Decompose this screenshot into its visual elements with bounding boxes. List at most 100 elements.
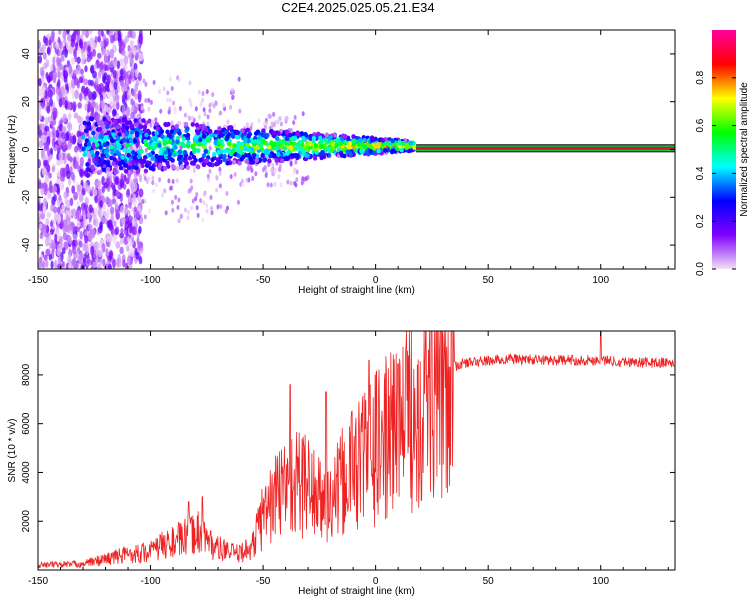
ridge-pixel xyxy=(304,146,308,151)
ridge-pixel xyxy=(196,165,200,170)
noise-pixel xyxy=(110,49,114,59)
ridge-pixel xyxy=(409,141,413,146)
scatter-pixel xyxy=(295,177,298,182)
noise-pixel xyxy=(40,90,45,98)
scatter-pixel xyxy=(272,112,275,117)
ridge-pixel xyxy=(155,126,159,131)
ridge-pixel xyxy=(225,161,229,166)
ridge-pixel xyxy=(117,144,121,149)
ridge-pixel xyxy=(203,141,207,146)
ridge-pixel xyxy=(98,134,102,139)
ridge-pixel xyxy=(303,132,307,137)
noise-pixel xyxy=(130,58,134,65)
ridge-pixel xyxy=(163,166,167,171)
scatter-pixel xyxy=(190,206,193,211)
ridge-pixel xyxy=(164,150,168,155)
noise-pixel xyxy=(91,101,96,108)
noise-pixel xyxy=(79,117,84,125)
ridge-pixel xyxy=(185,126,189,131)
noise-pixel xyxy=(54,233,57,242)
scatter-pixel xyxy=(144,82,147,87)
ridge-pixel xyxy=(241,154,245,159)
noise-pixel xyxy=(36,100,40,108)
scatter-pixel xyxy=(144,176,147,181)
scatter-pixel xyxy=(147,98,150,103)
ridge-pixel xyxy=(345,149,349,154)
scatter-pixel xyxy=(250,122,253,127)
noise-pixel xyxy=(128,202,132,209)
scatter-pixel xyxy=(234,172,237,177)
ridge-pixel xyxy=(113,168,117,173)
ridge-pixel xyxy=(272,154,276,159)
ridge-pixel xyxy=(184,159,188,164)
noise-pixel xyxy=(55,42,59,49)
noise-pixel xyxy=(56,227,59,233)
ridge-pixel xyxy=(285,136,289,141)
noise-pixel xyxy=(71,39,75,48)
ridge-pixel xyxy=(280,158,284,163)
noise-pixel xyxy=(115,190,119,197)
colorbar xyxy=(712,30,736,269)
ridge-pixel xyxy=(232,143,236,148)
noise-pixel xyxy=(76,221,81,228)
scatter-pixel xyxy=(209,195,212,200)
ridge-pixel xyxy=(210,157,214,162)
scatter-pixel xyxy=(153,80,156,85)
noise-pixel xyxy=(133,47,137,56)
scatter-pixel xyxy=(187,189,190,194)
scatter-pixel xyxy=(219,183,222,188)
noise-pixel xyxy=(50,148,53,156)
snr-x-tick-label: 100 xyxy=(592,576,609,587)
noise-pixel xyxy=(48,89,53,98)
noise-pixel xyxy=(52,166,55,172)
ridge-pixel xyxy=(110,138,114,143)
scatter-pixel xyxy=(158,177,161,182)
scatter-pixel xyxy=(265,173,268,178)
ridge-pixel xyxy=(325,133,329,138)
ridge-pixel xyxy=(98,127,102,132)
ridge-pixel xyxy=(376,149,380,154)
colorbar-tick-label: 0.6 xyxy=(695,118,706,132)
noise-pixel xyxy=(60,167,64,176)
noise-pixel xyxy=(61,204,64,211)
noise-pixel xyxy=(86,96,89,105)
noise-pixel xyxy=(84,235,88,243)
noise-pixel xyxy=(82,53,85,61)
noise-pixel xyxy=(49,235,52,243)
ridge-pixel xyxy=(171,164,175,169)
ridge-pixel xyxy=(120,160,124,165)
ridge-pixel xyxy=(219,145,223,150)
scatter-pixel xyxy=(304,176,307,181)
scatter-pixel xyxy=(241,183,244,188)
noise-pixel xyxy=(75,209,79,219)
scatter-pixel xyxy=(262,167,265,172)
ridge-pixel xyxy=(335,138,339,143)
snr-y-tick-label: 2000 xyxy=(21,510,32,533)
scatter-pixel xyxy=(190,179,193,184)
noise-pixel xyxy=(90,246,94,256)
ridge-pixel xyxy=(141,118,145,123)
ridge-pixel xyxy=(293,136,297,141)
ridge-pixel xyxy=(85,162,89,167)
ridge-pixel xyxy=(81,147,85,152)
ridge-pixel xyxy=(312,136,316,141)
ridge-pixel xyxy=(194,135,198,140)
scatter-pixel xyxy=(137,206,140,211)
scatter-pixel xyxy=(202,200,205,205)
ridge-pixel xyxy=(196,148,200,153)
noise-pixel xyxy=(106,236,111,242)
noise-pixel xyxy=(45,218,49,225)
ridge-pixel xyxy=(398,140,402,145)
ridge-pixel xyxy=(131,160,135,165)
noise-pixel xyxy=(114,33,118,42)
noise-pixel xyxy=(47,47,51,55)
scatter-pixel xyxy=(250,165,253,170)
scatter-pixel xyxy=(167,178,170,183)
ridge-pixel xyxy=(175,166,179,171)
ridge-pixel xyxy=(115,150,119,155)
scatter-pixel xyxy=(133,178,136,183)
noise-pixel xyxy=(127,236,130,243)
noise-pixel xyxy=(132,31,136,39)
ridge-pixel xyxy=(288,133,292,138)
